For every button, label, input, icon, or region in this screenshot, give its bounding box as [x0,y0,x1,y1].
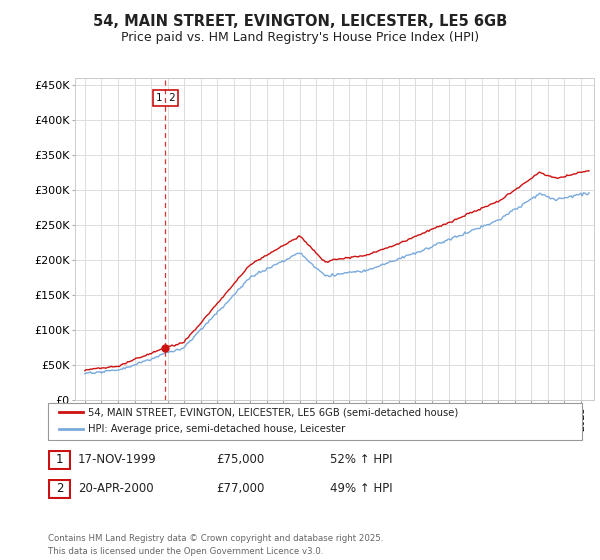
Text: Contains HM Land Registry data © Crown copyright and database right 2025.
This d: Contains HM Land Registry data © Crown c… [48,534,383,556]
Text: 1: 1 [56,453,63,466]
Text: Price paid vs. HM Land Registry's House Price Index (HPI): Price paid vs. HM Land Registry's House … [121,31,479,44]
Text: HPI: Average price, semi-detached house, Leicester: HPI: Average price, semi-detached house,… [88,424,346,435]
Text: £75,000: £75,000 [216,453,264,466]
FancyBboxPatch shape [49,451,70,469]
Text: 52% ↑ HPI: 52% ↑ HPI [330,453,392,466]
FancyBboxPatch shape [49,480,70,498]
Text: 54, MAIN STREET, EVINGTON, LEICESTER, LE5 6GB (semi-detached house): 54, MAIN STREET, EVINGTON, LEICESTER, LE… [88,407,458,417]
Text: 17-NOV-1999: 17-NOV-1999 [78,453,157,466]
Text: £77,000: £77,000 [216,482,265,496]
FancyBboxPatch shape [48,403,582,440]
Text: 54, MAIN STREET, EVINGTON, LEICESTER, LE5 6GB: 54, MAIN STREET, EVINGTON, LEICESTER, LE… [93,14,507,29]
Text: 49% ↑ HPI: 49% ↑ HPI [330,482,392,496]
Text: 20-APR-2000: 20-APR-2000 [78,482,154,496]
Text: 1  2: 1 2 [155,93,175,103]
Text: 2: 2 [56,482,63,496]
